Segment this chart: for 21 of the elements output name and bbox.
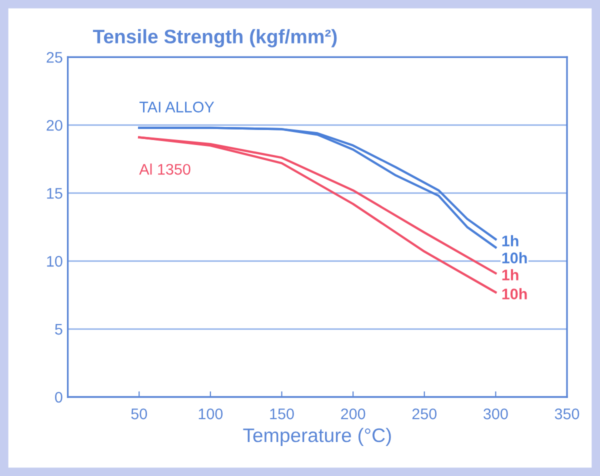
x-tick-label: 150 bbox=[270, 408, 294, 420]
y-tick-label: 10 bbox=[47, 256, 62, 267]
y-tick-label: 25 bbox=[46, 52, 62, 63]
series-label: 1h bbox=[502, 235, 518, 246]
series-label: 10h bbox=[502, 252, 527, 264]
x-tick-label: 100 bbox=[198, 408, 223, 420]
x-tick-label: 200 bbox=[341, 408, 366, 420]
annotation: Al 1350 bbox=[139, 164, 190, 175]
annotation: TAI ALLOY bbox=[139, 102, 214, 112]
chart-title: Tensile Strength (kgf/mm²) bbox=[92, 29, 337, 48]
series-label: 10h bbox=[502, 288, 527, 300]
y-tick-label: 20 bbox=[46, 120, 62, 131]
x-tick-label: 250 bbox=[412, 408, 437, 420]
y-tick-label: 5 bbox=[55, 324, 62, 335]
series-label: 1h bbox=[502, 269, 518, 280]
x-tick-label: 50 bbox=[131, 408, 148, 420]
y-tick-label: 15 bbox=[47, 188, 62, 199]
x-tick-label: 350 bbox=[554, 408, 580, 420]
x-axis-title: Temperature (°C) bbox=[243, 428, 391, 446]
x-tick-label: 300 bbox=[484, 408, 508, 420]
y-tick-label: 0 bbox=[55, 392, 62, 403]
